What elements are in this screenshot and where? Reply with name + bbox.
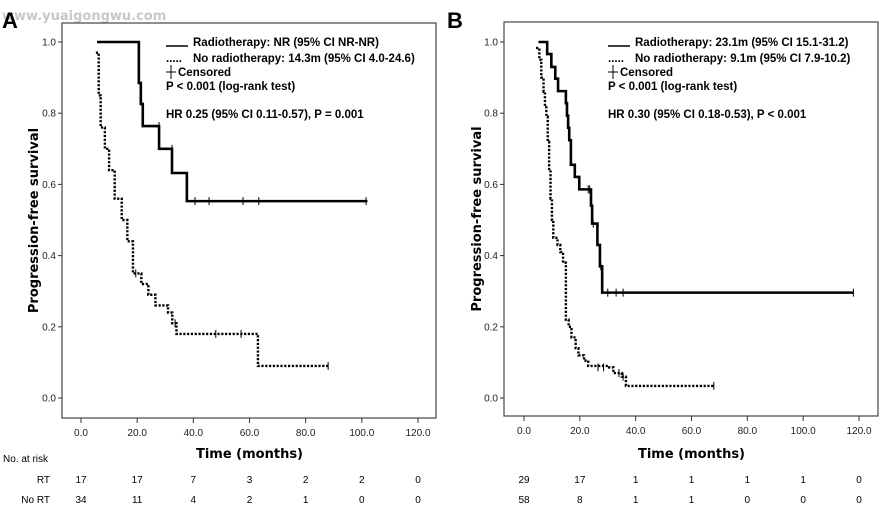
legend-no-radiotherapy: No radiotherapy: 9.1m (95% CI 7.9-10.2) — [635, 53, 851, 65]
x-tick-label: 100.0 — [349, 428, 374, 439]
risk-count: 0 — [856, 475, 862, 486]
x-tick-label: 20.0 — [127, 428, 147, 439]
y-tick-label: 0.8 — [484, 109, 498, 120]
risk-count: 58 — [518, 495, 530, 506]
y-tick-label: 0.6 — [484, 180, 498, 191]
x-tick-label: 80.0 — [296, 428, 316, 439]
y-tick-label: 0.4 — [484, 251, 498, 262]
x-axis-title: Time (months) — [196, 447, 303, 462]
x-tick-label: 80.0 — [738, 426, 758, 437]
x-tick-label: 20.0 — [570, 426, 590, 437]
panel-label-a: A — [2, 8, 18, 33]
risk-table-header: No. at risk — [3, 454, 49, 465]
risk-count: 3 — [247, 475, 253, 486]
legend-no-radiotherapy: No radiotherapy: 14.3m (95% CI 4.0-24.6) — [193, 53, 415, 65]
panel-a: A0.00.20.40.60.81.00.0 20.0 40.0 60.0 80.0 10… — [2, 8, 437, 506]
y-tick-label: 0.4 — [42, 251, 56, 262]
hazard-ratio: HR 0.30 (95% CI 0.18-0.53), P < 0.001 — [608, 109, 807, 121]
y-tick-label: 0.8 — [42, 109, 56, 120]
y-tick-label: 0.2 — [42, 322, 56, 333]
y-axis-title: Progression-free survival — [27, 128, 42, 313]
watermark: www.yuaigongwu.com — [2, 9, 166, 24]
x-tick-label: 100.0 — [791, 426, 816, 437]
risk-count: 1 — [633, 475, 639, 486]
x-tick-label: 120.0 — [405, 428, 430, 439]
risk-count: 17 — [132, 475, 144, 486]
risk-count: 2 — [247, 495, 253, 506]
km-curve-radiotherapy — [538, 40, 854, 294]
risk-count: 1 — [689, 475, 695, 486]
km-curve-no-radiotherapy — [95, 51, 329, 368]
km-curve-no-radiotherapy — [536, 46, 714, 388]
risk-count: 1 — [745, 475, 751, 486]
y-tick-label: 0.0 — [484, 394, 498, 405]
legend-radiotherapy: Radiotherapy: NR (95% CI NR-NR) — [193, 37, 379, 49]
y-tick-label: 0.6 — [42, 180, 56, 191]
log-rank-p-value: P < 0.001 (log-rank test) — [608, 81, 737, 93]
y-axis-title: Progression-free survival — [470, 126, 485, 311]
km-curve-radiotherapy — [97, 40, 368, 203]
risk-count: 11 — [132, 495, 143, 506]
risk-count: 1 — [689, 495, 695, 506]
x-axis-title: Time (months) — [638, 447, 745, 462]
y-tick-label: 0.0 — [42, 394, 56, 405]
y-tick-label: 0.2 — [484, 322, 498, 333]
risk-count: 0 — [745, 495, 751, 506]
risk-count: 17 — [574, 475, 586, 486]
risk-count: 1 — [800, 475, 806, 486]
log-rank-p-value: P < 0.001 (log-rank test) — [166, 81, 295, 93]
risk-count: 7 — [191, 475, 197, 486]
risk-row-label: RT — [37, 475, 50, 486]
risk-count: 4 — [191, 495, 197, 506]
hazard-ratio: HR 0.25 (95% CI 0.11-0.57), P = 0.001 — [166, 109, 364, 121]
risk-count: 2 — [303, 475, 309, 486]
risk-count: 17 — [75, 475, 87, 486]
panel-label-b: B — [447, 8, 463, 33]
x-tick-label: 0.0 — [517, 426, 531, 437]
risk-count: 1 — [303, 495, 309, 506]
x-tick-label: 0.0 — [74, 428, 88, 439]
legend-censored: Censored — [620, 67, 673, 79]
x-tick-label: 40.0 — [184, 428, 204, 439]
legend-dotted-line-icon: ..... — [166, 53, 182, 65]
risk-row-label: No RT — [21, 495, 50, 506]
risk-count: 34 — [75, 495, 87, 506]
risk-count: 2 — [359, 475, 365, 486]
y-tick-label: 1.0 — [42, 38, 56, 49]
x-tick-label: 60.0 — [240, 428, 260, 439]
x-tick-label: 40.0 — [626, 426, 646, 437]
risk-count: 0 — [359, 495, 365, 506]
legend-censored: Censored — [178, 67, 231, 79]
panel-b: B0.00.20.40.60.81.00.0 20.0 40.0 60.0 80.0 10… — [447, 8, 879, 506]
risk-count: 0 — [800, 495, 806, 506]
risk-count: 1 — [633, 495, 639, 506]
y-tick-label: 1.0 — [484, 38, 498, 49]
risk-count: 8 — [577, 495, 583, 506]
legend-radiotherapy: Radiotherapy: 23.1m (95% CI 15.1-31.2) — [635, 37, 849, 49]
risk-count: 0 — [415, 495, 421, 506]
risk-count: 0 — [415, 475, 421, 486]
risk-count: 0 — [856, 495, 862, 506]
x-tick-label: 60.0 — [682, 426, 702, 437]
legend-dotted-line-icon: ..... — [608, 53, 624, 65]
x-tick-label: 120.0 — [846, 426, 871, 437]
risk-count: 29 — [518, 475, 530, 486]
